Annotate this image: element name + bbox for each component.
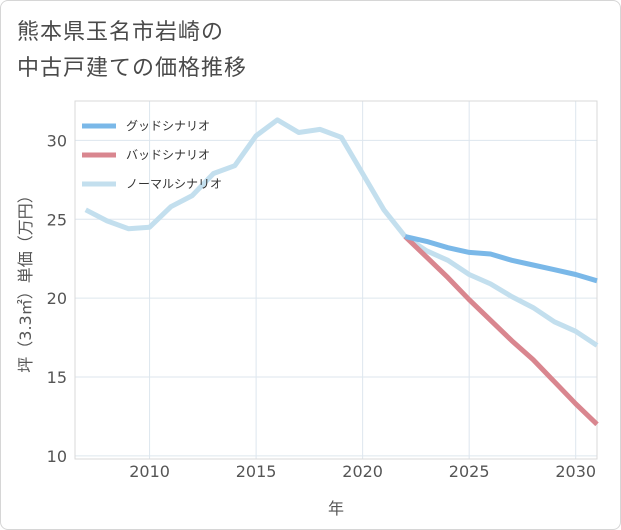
legend-label-3: ノーマルシナリオ xyxy=(126,177,222,191)
series-line-1 xyxy=(404,234,598,284)
series-line-2 xyxy=(403,234,599,427)
y-tick-label: 25 xyxy=(47,210,67,229)
chart-title: 熊本県玉名市岩崎の 中古戸建ての価格推移 xyxy=(17,15,247,87)
x-tick-label: 2025 xyxy=(449,462,490,481)
x-tick-label: 2010 xyxy=(129,462,170,481)
y-tick-label: 10 xyxy=(47,447,67,466)
y-tick-label: 20 xyxy=(47,289,67,308)
series-line-3 xyxy=(84,117,599,348)
x-axis-label: 年 xyxy=(328,499,344,518)
y-tick-label: 30 xyxy=(47,131,67,150)
y-axis-label: 坪（3.3㎡）単価（万円） xyxy=(16,187,35,372)
y-tick-label: 15 xyxy=(47,368,67,387)
y-tick-labels: 10 15 20 25 30 xyxy=(47,131,67,465)
chart-title-line-1: 熊本県玉名市岩崎の xyxy=(17,20,225,45)
chart-title-line-2: 中古戸建ての価格推移 xyxy=(17,56,248,81)
x-tick-label: 2030 xyxy=(555,462,596,481)
x-tick-label: 2015 xyxy=(236,462,277,481)
legend-label-2: バッドシナリオ xyxy=(126,148,210,162)
x-tick-label: 2020 xyxy=(342,462,383,481)
x-tick-labels: 2010 2015 2020 2025 2030 xyxy=(129,462,596,481)
legend-label-1: グッドシナリオ xyxy=(126,119,210,133)
series-layer xyxy=(84,117,599,427)
